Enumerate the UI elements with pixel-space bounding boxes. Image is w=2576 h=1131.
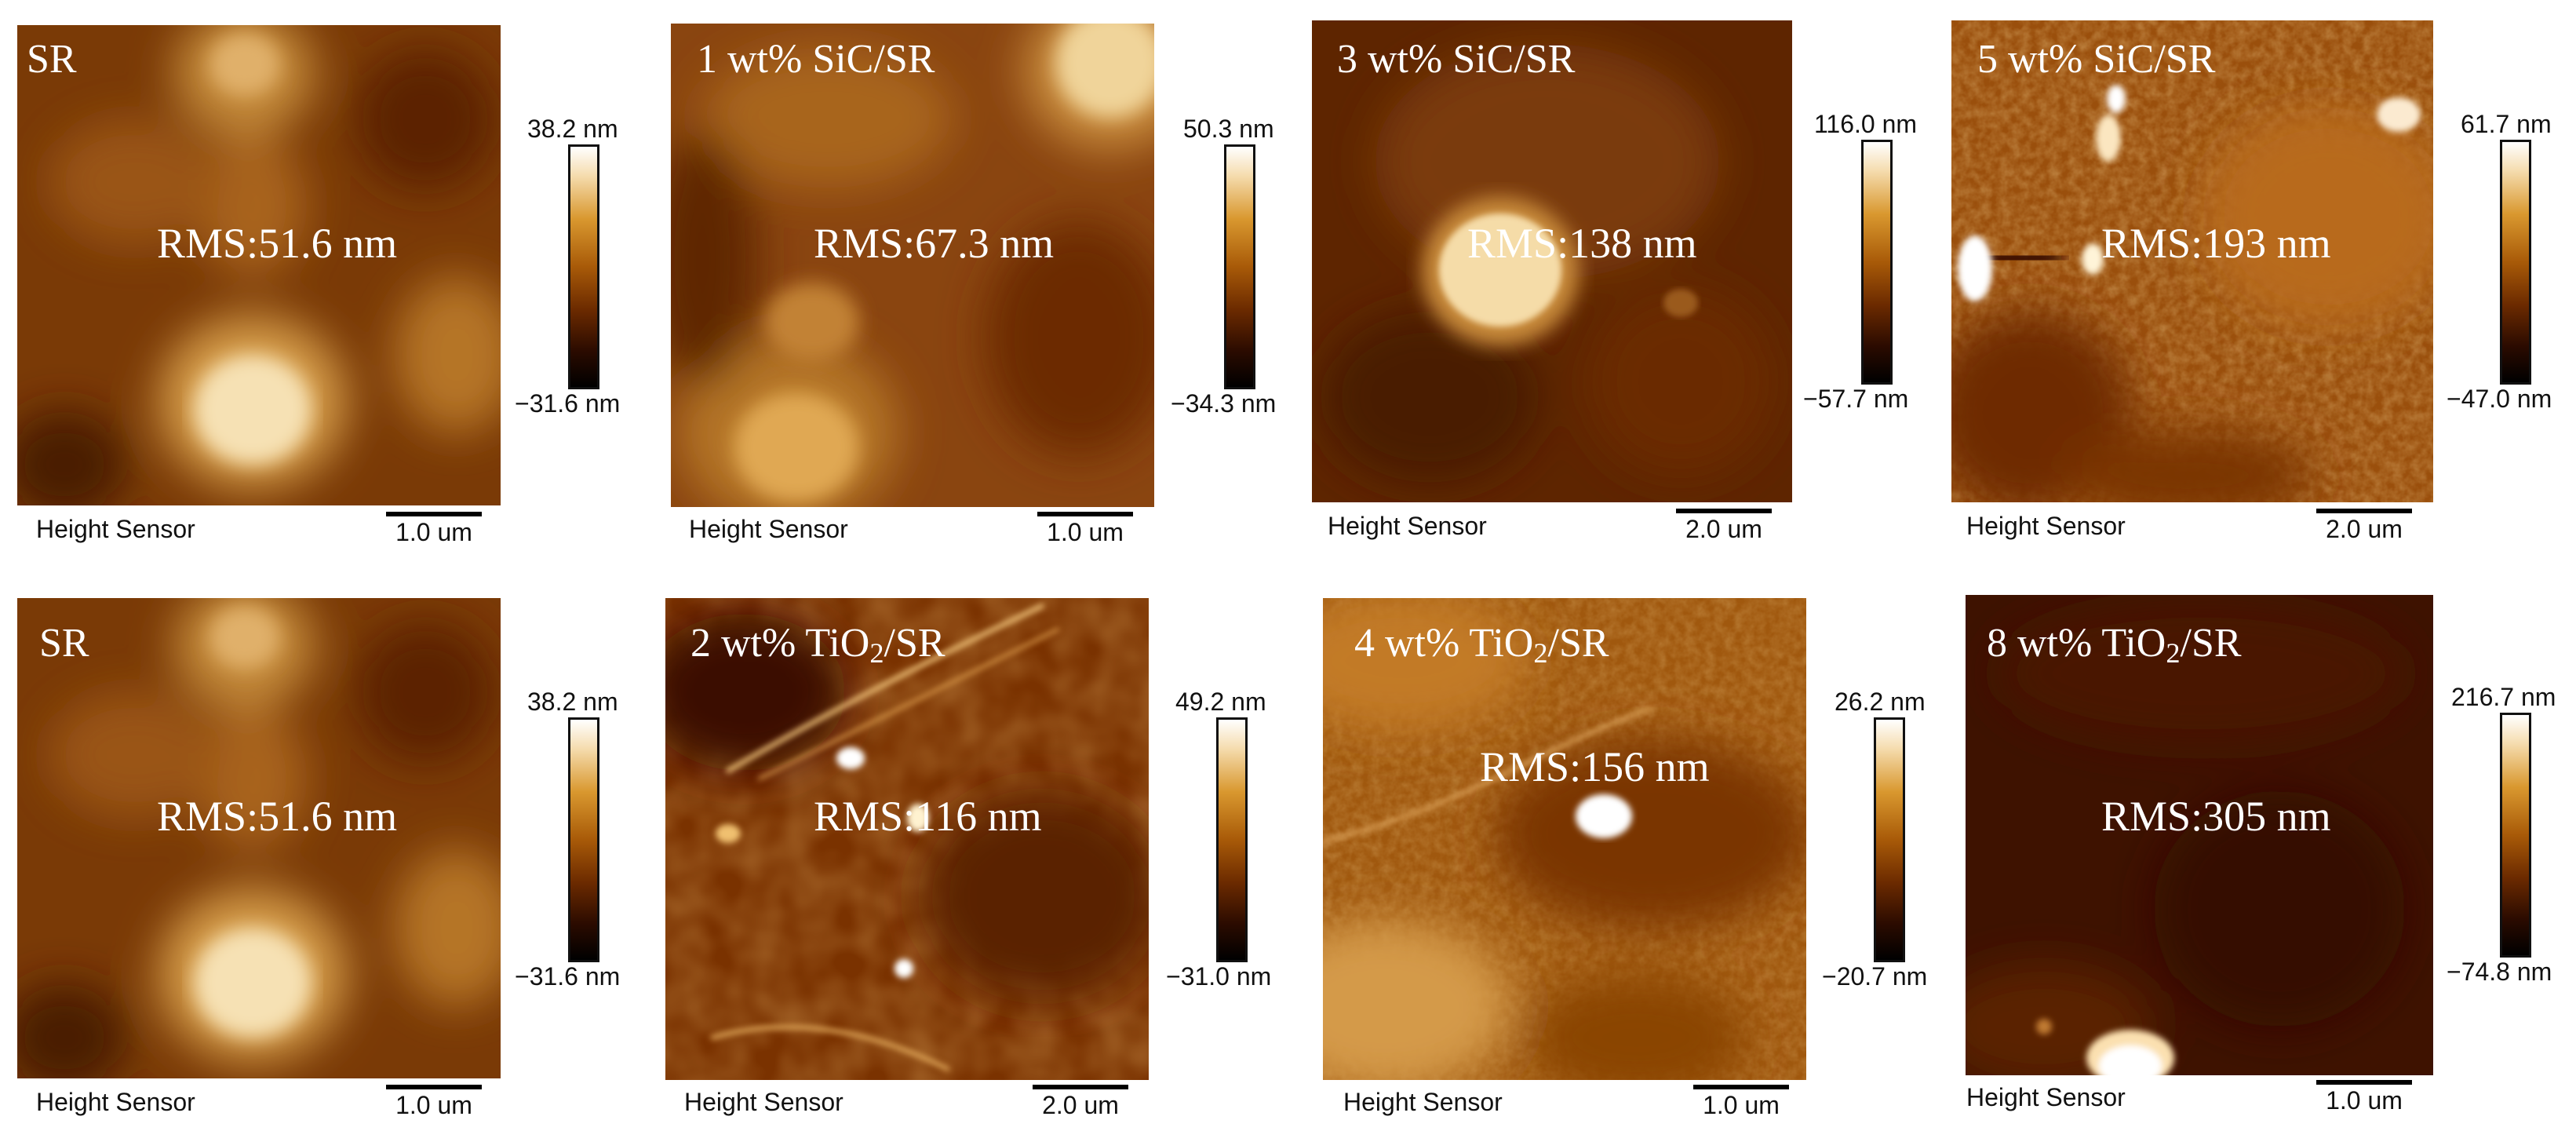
rms-value: RMS:305 nm	[2101, 793, 2331, 840]
colorbar-min: −31.6 nm	[515, 389, 621, 418]
afm-image	[1966, 595, 2433, 1075]
colorbar-min: −20.7 nm	[1822, 962, 1928, 991]
colorbar	[2500, 713, 2531, 958]
colorbar	[1874, 717, 1905, 962]
panel-title: SR	[39, 621, 89, 666]
afm-image	[17, 598, 501, 1078]
scale-bar	[2316, 1080, 2412, 1085]
colorbar-min: −34.3 nm	[1171, 389, 1277, 418]
colorbar	[2500, 140, 2531, 385]
panel-title: 4 wt% TiO2/SR	[1354, 621, 1609, 669]
height-sensor-label: Height Sensor	[36, 515, 195, 543]
colorbar-max: 61.7 nm	[2461, 110, 2552, 138]
panel-title: 5 wt% SiC/SR	[1977, 37, 2216, 82]
colorbar	[568, 717, 599, 962]
panel-title: 2 wt% TiO2/SR	[690, 621, 946, 669]
rms-value: RMS:51.6 nm	[157, 220, 398, 267]
panel-title: 3 wt% SiC/SR	[1337, 37, 1576, 82]
scale-bar	[1033, 1085, 1128, 1089]
colorbar	[1224, 144, 1255, 389]
colorbar-max: 50.3 nm	[1183, 115, 1274, 143]
scale-bar	[1676, 509, 1772, 513]
height-sensor-label: Height Sensor	[684, 1088, 843, 1116]
rms-value: RMS:156 nm	[1480, 743, 1710, 790]
height-sensor-label: Height Sensor	[689, 515, 848, 543]
colorbar-max: 116.0 nm	[1814, 110, 1918, 138]
rms-value: RMS:51.6 nm	[157, 793, 398, 840]
colorbar	[1216, 717, 1248, 962]
colorbar	[568, 144, 599, 389]
afm-image	[665, 598, 1149, 1080]
height-sensor-label: Height Sensor	[36, 1088, 195, 1116]
rms-value: RMS:193 nm	[2101, 220, 2331, 267]
scale-bar-label: 1.0 um	[1703, 1091, 1780, 1119]
scale-bar	[1037, 512, 1133, 516]
colorbar-min: −31.0 nm	[1166, 962, 1272, 991]
afm-image	[17, 25, 501, 505]
afm-image	[1951, 20, 2433, 502]
scale-bar-label: 2.0 um	[1685, 515, 1762, 543]
colorbar-min: −47.0 nm	[2447, 385, 2552, 413]
colorbar-max: 26.2 nm	[1835, 688, 1926, 716]
panel-title: 1 wt% SiC/SR	[697, 37, 935, 82]
scale-bar-label: 1.0 um	[395, 1091, 472, 1119]
scale-bar	[386, 512, 482, 516]
height-sensor-label: Height Sensor	[1328, 512, 1487, 540]
scale-bar	[2316, 509, 2412, 513]
colorbar-max: 38.2 nm	[527, 115, 618, 143]
height-sensor-label: Height Sensor	[1343, 1088, 1503, 1116]
colorbar-max: 216.7 nm	[2451, 683, 2556, 711]
afm-image	[1312, 20, 1792, 502]
scale-bar-label: 1.0 um	[395, 518, 472, 546]
scale-bar-label: 1.0 um	[1047, 518, 1124, 546]
scale-bar-label: 2.0 um	[1042, 1091, 1119, 1119]
rms-value: RMS:116 nm	[814, 793, 1042, 840]
colorbar-max: 49.2 nm	[1175, 688, 1266, 716]
afm-image	[1323, 598, 1806, 1080]
scale-bar	[386, 1085, 482, 1089]
colorbar-max: 38.2 nm	[527, 688, 618, 716]
colorbar	[1861, 140, 1893, 385]
colorbar-min: −57.7 nm	[1803, 385, 1909, 413]
scale-bar-label: 1.0 um	[2326, 1086, 2403, 1115]
colorbar-min: −31.6 nm	[515, 962, 621, 991]
afm-image	[671, 24, 1154, 507]
panel-title: SR	[27, 37, 77, 82]
height-sensor-label: Height Sensor	[1966, 512, 2126, 540]
panel-title: 8 wt% TiO2/SR	[1987, 621, 2242, 669]
rms-value: RMS:67.3 nm	[814, 220, 1055, 267]
rms-value: RMS:138 nm	[1467, 220, 1697, 267]
colorbar-min: −74.8 nm	[2447, 958, 2552, 986]
scale-bar	[1693, 1085, 1789, 1089]
height-sensor-label: Height Sensor	[1966, 1083, 2126, 1111]
scale-bar-label: 2.0 um	[2326, 515, 2403, 543]
